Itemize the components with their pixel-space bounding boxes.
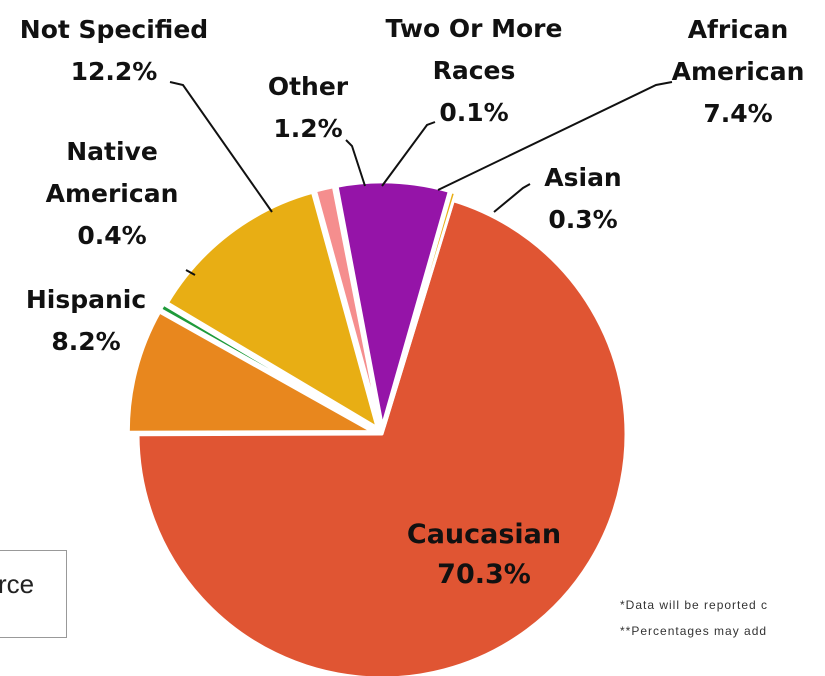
footnote-1: *Data will be reported c xyxy=(620,598,769,612)
leader-line-asian xyxy=(493,183,531,213)
leader-line-native-american xyxy=(185,269,196,276)
pie-slice-asian xyxy=(382,190,458,428)
data-label-other: Other 1.2% xyxy=(268,72,349,143)
data-label-two-or-more-races: Two Or More Races 0.1% xyxy=(386,14,563,127)
pie-slice-native-american xyxy=(159,302,375,431)
leader-line-african-american xyxy=(437,81,673,191)
data-label-african-american: African American 7.4% xyxy=(672,15,805,128)
source-box: rce xyxy=(0,550,67,638)
source-box-text: rce xyxy=(0,569,35,599)
pie-slice-caucasian xyxy=(136,199,628,676)
footnote-2: **Percentages may add xyxy=(620,624,768,638)
leader-line-two-or-more-races xyxy=(381,121,436,187)
pie-slice-hispanic xyxy=(126,310,374,434)
leader-line-other xyxy=(345,139,366,187)
pie-slice-african-american xyxy=(335,180,451,428)
pie-slice-not-specified xyxy=(165,190,379,430)
data-label-native-american: Native American 0.4% xyxy=(46,137,179,250)
data-label-asian: Asian 0.3% xyxy=(544,163,621,234)
data-label-not-specified: Not Specified 12.2% xyxy=(20,15,208,86)
leader-line-not-specified xyxy=(169,81,273,213)
pie-slice-two-or-more-races xyxy=(332,184,382,428)
data-label-caucasian: Caucasian 70.3% xyxy=(407,519,561,590)
data-label-hispanic: Hispanic 8.2% xyxy=(26,285,146,356)
